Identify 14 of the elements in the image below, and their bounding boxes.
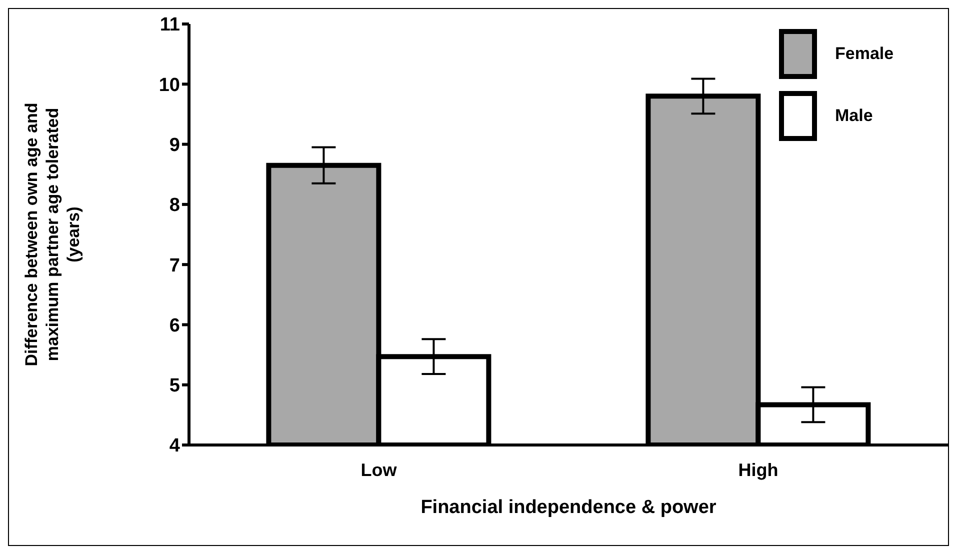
y-tick-label: 10 <box>158 74 180 96</box>
x-tick-label: High <box>738 460 778 480</box>
y-tick-label: 9 <box>169 135 180 156</box>
x-axis-title: Financial independence & power <box>420 497 717 518</box>
y-tick-label: 6 <box>169 315 180 336</box>
y-axis-title: Difference between own age and maximum partner age tolerated (years) <box>22 102 83 366</box>
y-tick-label: 5 <box>169 376 180 397</box>
y-tick-label: 8 <box>169 195 180 216</box>
x-tick-label: Low <box>360 460 398 480</box>
y-tick-label: 7 <box>169 255 180 276</box>
text: Male <box>835 106 873 126</box>
text: Female <box>835 44 894 64</box>
y-tick-label: 4 <box>169 436 180 457</box>
y-tick-label: 11 <box>160 14 180 36</box>
